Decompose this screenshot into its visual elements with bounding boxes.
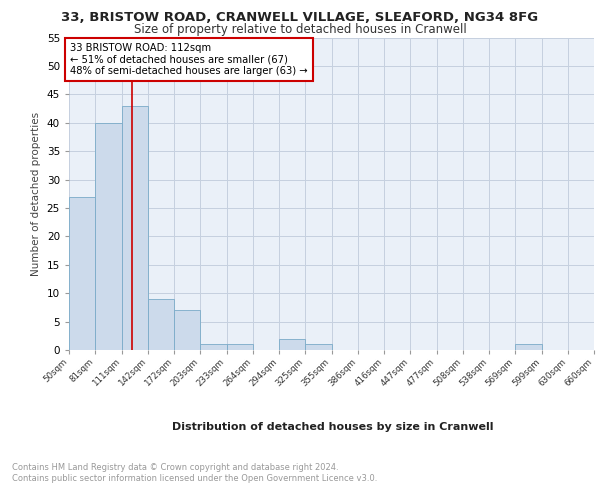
Bar: [69, 196, 95, 350]
Bar: [305, 344, 331, 350]
Bar: [95, 122, 121, 350]
Y-axis label: Number of detached properties: Number of detached properties: [31, 112, 41, 276]
Bar: [227, 344, 253, 350]
Text: Size of property relative to detached houses in Cranwell: Size of property relative to detached ho…: [134, 22, 466, 36]
Text: 33 BRISTOW ROAD: 112sqm
← 51% of detached houses are smaller (67)
48% of semi-de: 33 BRISTOW ROAD: 112sqm ← 51% of detache…: [70, 43, 308, 76]
Text: Contains HM Land Registry data © Crown copyright and database right 2024.: Contains HM Land Registry data © Crown c…: [12, 462, 338, 471]
Text: 33, BRISTOW ROAD, CRANWELL VILLAGE, SLEAFORD, NG34 8FG: 33, BRISTOW ROAD, CRANWELL VILLAGE, SLEA…: [61, 11, 539, 24]
Bar: [121, 106, 148, 350]
Bar: [200, 344, 227, 350]
Bar: [174, 310, 200, 350]
Bar: [279, 338, 305, 350]
Text: Contains public sector information licensed under the Open Government Licence v3: Contains public sector information licen…: [12, 474, 377, 483]
Text: Distribution of detached houses by size in Cranwell: Distribution of detached houses by size …: [172, 422, 494, 432]
Bar: [515, 344, 542, 350]
Bar: [148, 299, 174, 350]
